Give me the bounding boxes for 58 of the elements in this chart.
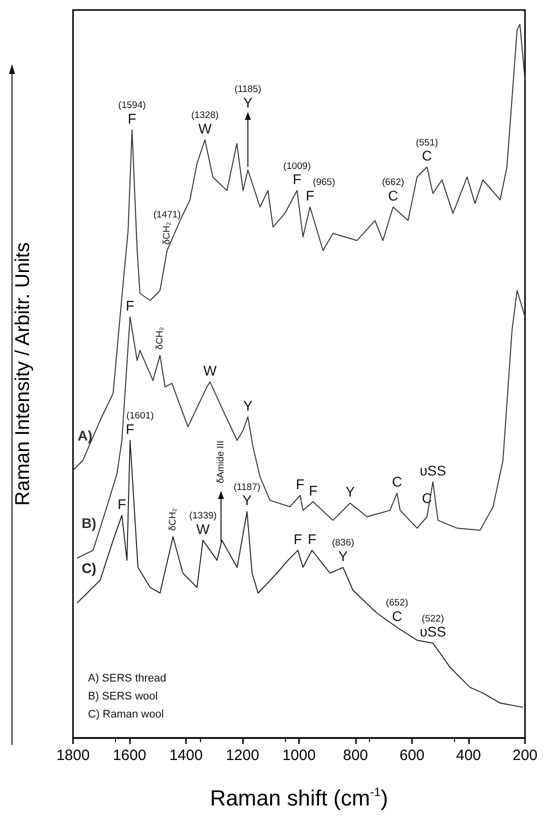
x-tick-label: 800 [342,747,368,764]
x-tick-label: 1000 [282,747,316,764]
annotation: W [198,120,212,136]
annotation: δCH₂ [162,222,173,245]
annotation: F [294,530,302,547]
annotation: (1009) [283,160,311,172]
annotation: F [118,496,126,512]
annotation: (965) [312,177,336,188]
x-tick-label: 1200 [226,747,260,764]
x-tick-label: 1400 [169,747,203,764]
annotation: δCH₂ [154,326,166,350]
annotation: F [292,171,302,188]
annotation: F [296,476,304,492]
annotation: C) Raman wool [88,708,164,720]
annotation: B) SERS wool [88,690,158,702]
annotation: δCH₂ [168,508,179,531]
annotation: (1328) [191,110,219,122]
annotation: (652) [386,598,408,609]
annotation: (1471) [153,209,181,220]
y-axis-title: Raman Intensity / Arbitr. Units [12,242,34,506]
annotation: C [392,608,402,624]
annotation: W [203,362,218,378]
annotation: F [308,482,318,498]
annotation: C [388,187,398,204]
annotation: F [126,297,134,314]
annotation: (662) [382,177,404,188]
annotation: Y [243,397,254,414]
annotation: A) SERS thread [88,672,166,684]
annotation: (522) [422,613,444,624]
x-tick-label: 1800 [56,747,90,764]
series-label: B) [82,515,96,532]
annotation: Y [338,548,348,564]
annotation: C [422,148,432,164]
annotation: υSS [420,624,446,640]
x-tick-label: 200 [512,747,538,764]
annotation: (1601) [126,410,154,422]
annotation: Y [243,94,254,110]
annotation: (1339) [189,510,217,522]
annotation: F [126,420,134,437]
annotation: W [196,520,210,537]
series-label: A) [78,427,92,444]
annotation: (1185) [234,84,262,96]
annotation: F [128,110,136,126]
x-tick-label: 1600 [112,747,146,764]
annotation: F [306,187,314,204]
x-tick-label: 400 [456,747,482,764]
annotation: Y [242,492,252,508]
annotation: F [308,530,316,547]
series-label: C) [82,560,96,576]
annotation: (1187) [234,482,260,493]
annotation: Y [345,484,356,500]
annotation: C [392,474,402,490]
annotation: υSS [420,462,446,478]
annotation: δAmide III [216,440,226,484]
annotation: (1594) [118,100,146,112]
x-tick-label: 600 [399,747,425,764]
annotation: (551) [416,137,438,148]
annotation: (836) [332,538,354,549]
